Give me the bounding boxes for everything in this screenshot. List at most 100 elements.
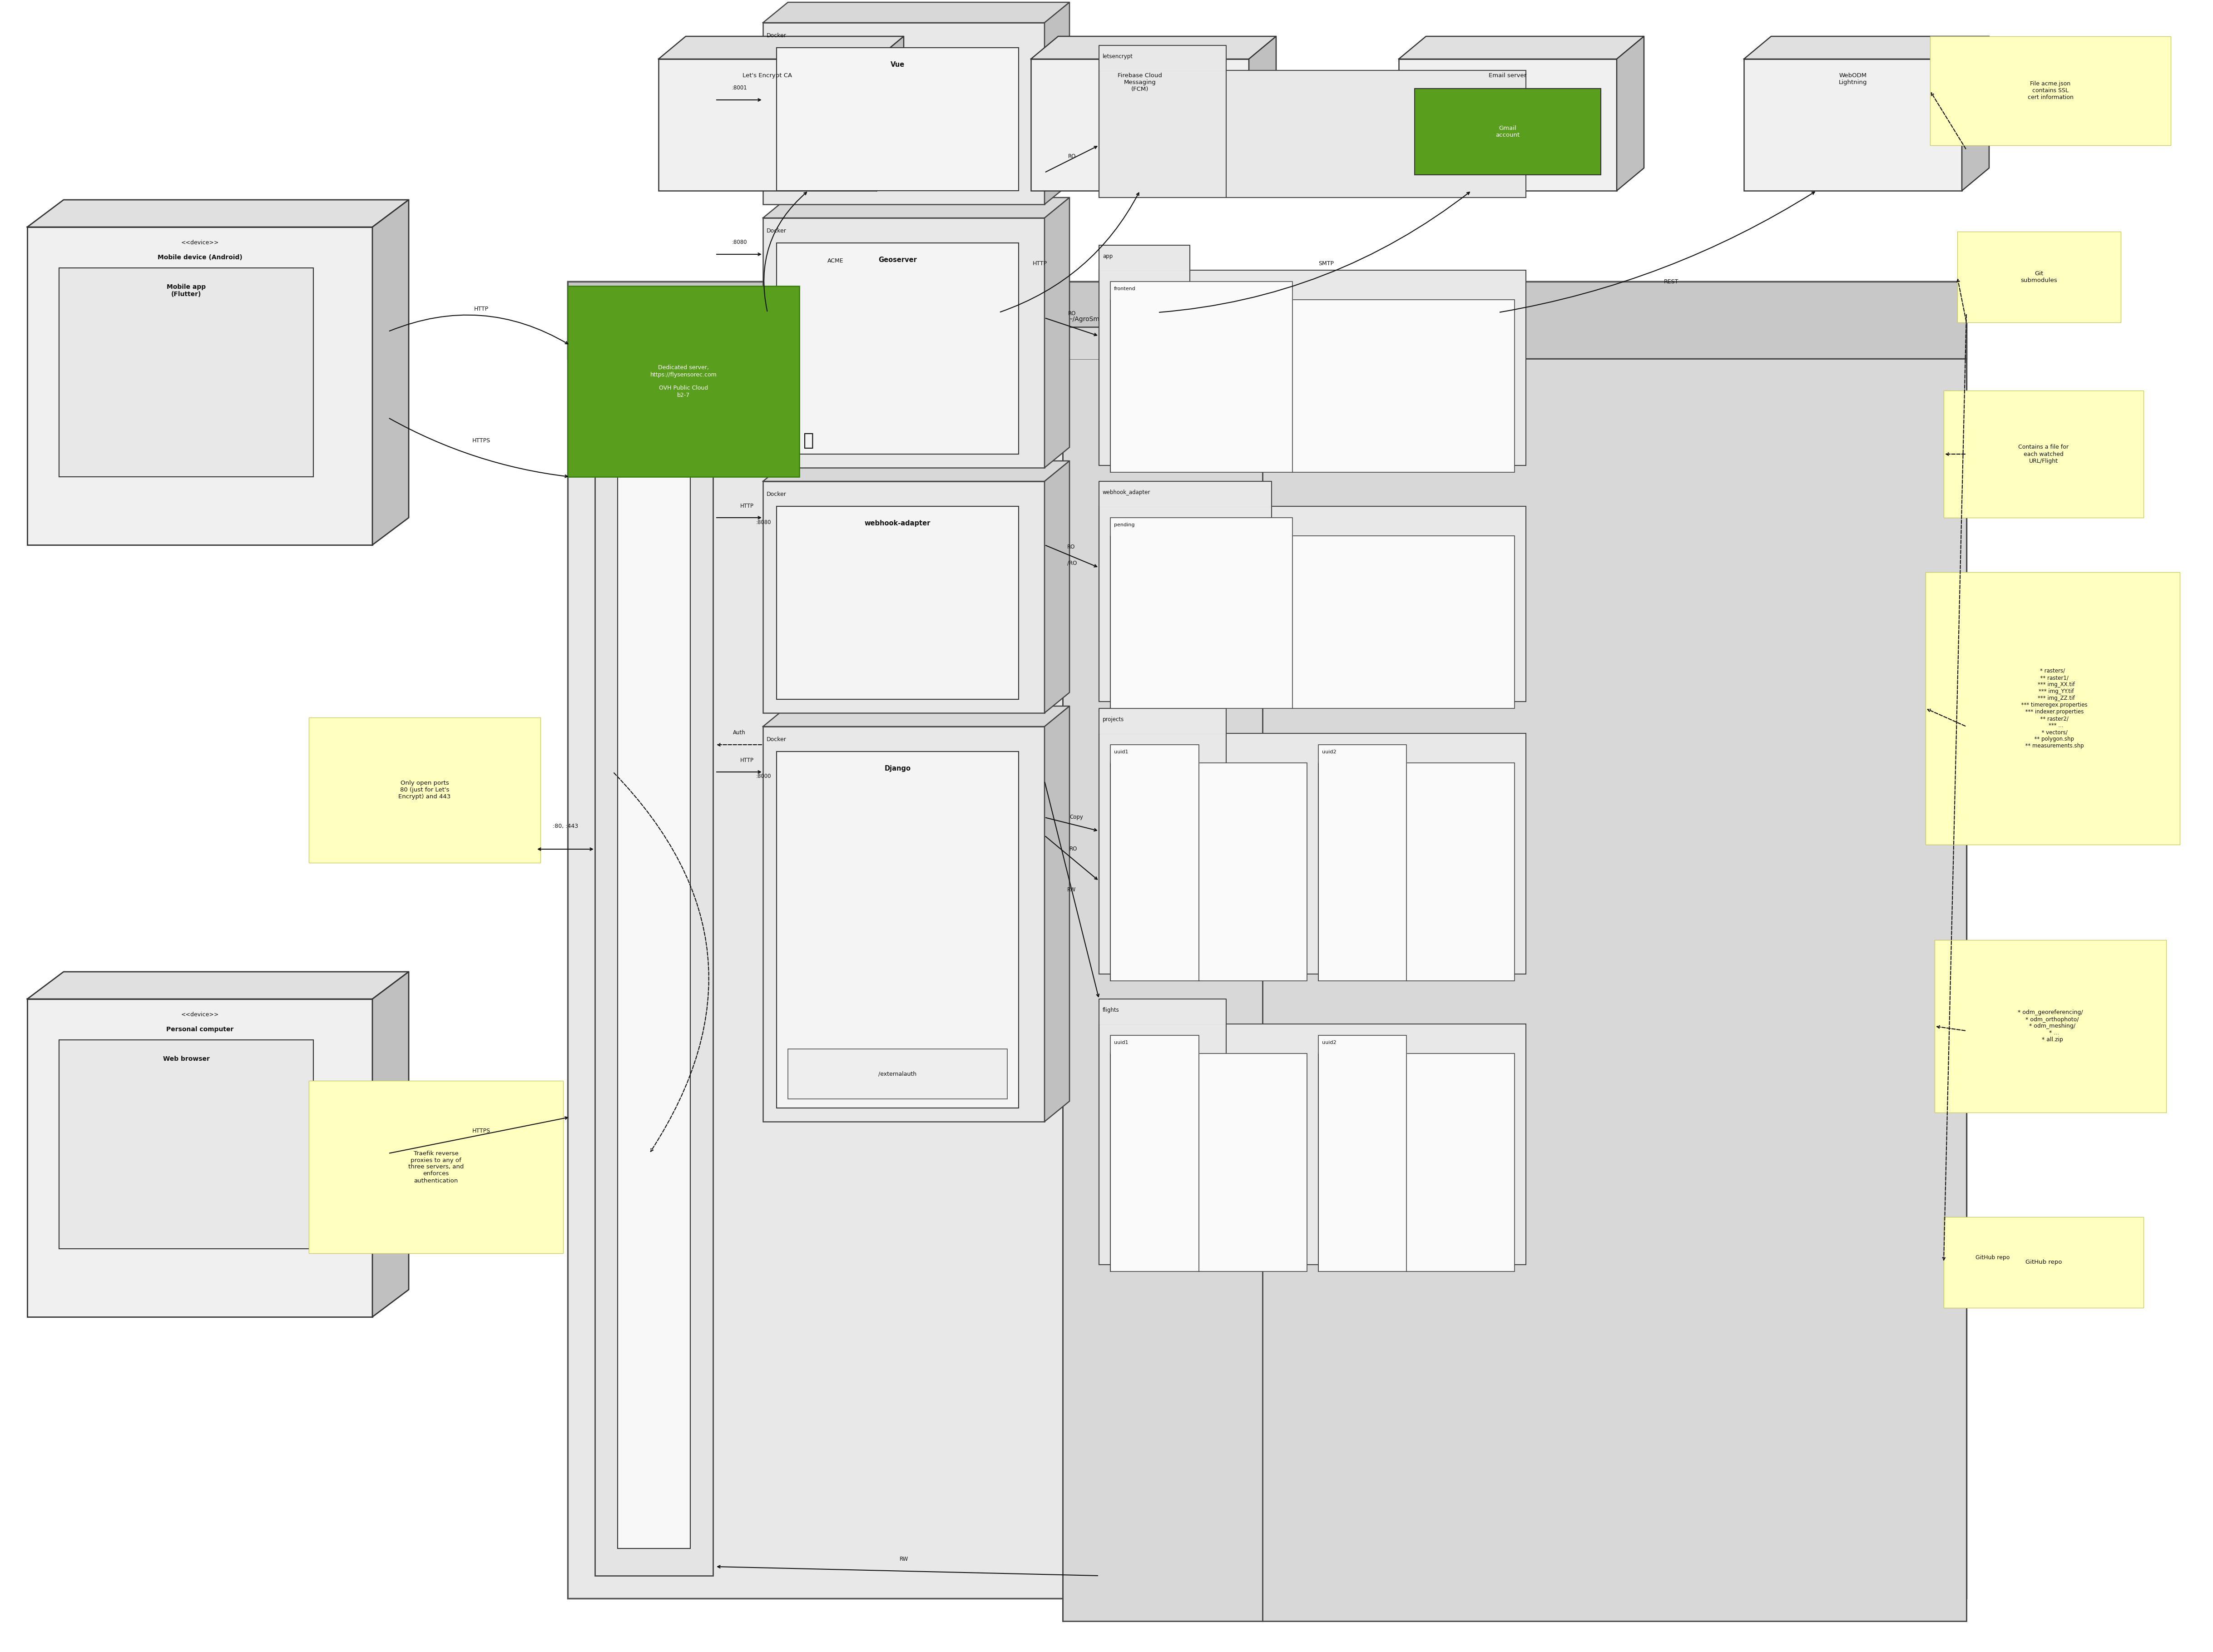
Text: Firebase Cloud
Messaging
(FCM): Firebase Cloud Messaging (FCM) xyxy=(1118,73,1162,93)
Text: RO: RO xyxy=(1069,154,1076,160)
Text: ACME: ACME xyxy=(828,258,843,264)
Text: HTTP: HTTP xyxy=(739,504,755,509)
Polygon shape xyxy=(1963,36,1989,190)
Bar xyxy=(1744,59,1963,190)
Text: Personal computer: Personal computer xyxy=(166,1026,235,1032)
Text: uuid1: uuid1 xyxy=(1113,750,1129,755)
Polygon shape xyxy=(1248,36,1277,190)
Text: HTTPS: HTTPS xyxy=(471,438,491,443)
Text: GitHub repo: GitHub repo xyxy=(2025,1259,2063,1265)
Polygon shape xyxy=(1618,36,1644,190)
Polygon shape xyxy=(876,36,903,190)
Polygon shape xyxy=(1100,709,1226,733)
Text: :8080: :8080 xyxy=(757,519,772,525)
Bar xyxy=(763,218,1045,468)
Text: HTTP: HTTP xyxy=(739,758,755,763)
Bar xyxy=(1956,231,2120,322)
Bar xyxy=(310,717,540,862)
Bar xyxy=(569,286,799,477)
Text: Dedicated server,
https://flysensorec.com

OVH Public Cloud
b2-7: Dedicated server, https://flysensorec.co… xyxy=(651,365,717,398)
Bar xyxy=(1100,733,1527,975)
Bar xyxy=(1111,1054,1306,1272)
Bar xyxy=(1062,358,1967,1621)
Bar xyxy=(60,268,314,477)
Text: Let's Encrypt CA: Let's Encrypt CA xyxy=(744,73,792,79)
Bar xyxy=(1319,1054,1514,1272)
Text: app: app xyxy=(1102,253,1113,259)
Text: Contains a file for
each watched
URL/Flight: Contains a file for each watched URL/Fli… xyxy=(2018,444,2069,464)
Polygon shape xyxy=(659,36,903,59)
Bar xyxy=(777,243,1018,454)
Bar xyxy=(1111,763,1306,981)
Polygon shape xyxy=(1399,36,1644,59)
Text: RW: RW xyxy=(1067,887,1076,894)
Text: :8001: :8001 xyxy=(733,84,748,91)
Text: <<device>>: <<device>> xyxy=(181,240,219,246)
Text: ~/AgroSmart: ~/AgroSmart xyxy=(1067,316,1109,322)
Text: Mobile device (Android): Mobile device (Android) xyxy=(157,254,241,261)
Bar xyxy=(1319,763,1514,981)
Text: * odm_georeferencing/
  * odm_orthophoto/
  * odm_meshing/
    * ...
  * all.zip: * odm_georeferencing/ * odm_orthophoto/ … xyxy=(2018,1009,2082,1042)
Text: HTTP: HTTP xyxy=(1033,261,1047,266)
Text: 🔒: 🔒 xyxy=(803,431,814,449)
Text: HTTP: HTTP xyxy=(474,306,489,312)
Text: flights: flights xyxy=(1102,1008,1120,1013)
Polygon shape xyxy=(1100,45,1226,71)
Text: Only open ports
80 (just for Let's
Encrypt) and 443: Only open ports 80 (just for Let's Encry… xyxy=(398,780,451,800)
Bar xyxy=(310,1080,562,1254)
Bar xyxy=(1925,572,2180,844)
Bar xyxy=(659,59,876,190)
Polygon shape xyxy=(763,198,1069,218)
Text: :80, :443: :80, :443 xyxy=(553,823,578,829)
Bar xyxy=(777,752,1018,1108)
Text: Vue: Vue xyxy=(890,61,905,68)
Polygon shape xyxy=(1100,999,1226,1024)
Bar xyxy=(27,226,372,545)
Text: Email server: Email server xyxy=(1489,73,1527,79)
Bar xyxy=(569,281,1967,358)
Text: RW: RW xyxy=(898,1556,907,1563)
Text: /externalauth: /externalauth xyxy=(879,1070,916,1077)
Text: webhook-adapter: webhook-adapter xyxy=(865,520,932,527)
Text: Traefik: Traefik xyxy=(644,372,664,378)
Text: GitHub repo: GitHub repo xyxy=(1976,1256,2009,1260)
Polygon shape xyxy=(763,461,1069,481)
Text: Copy: Copy xyxy=(1069,814,1082,821)
Polygon shape xyxy=(1111,281,1292,299)
Polygon shape xyxy=(763,2,1069,23)
Bar xyxy=(763,481,1045,714)
Bar xyxy=(763,727,1045,1122)
Text: * rasters/
  ** raster1/
    *** img_XX.tif
    *** img_YY.tif
    *** img_ZZ.ti: * rasters/ ** raster1/ *** img_XX.tif **… xyxy=(2018,667,2087,748)
Bar xyxy=(1100,271,1527,466)
Polygon shape xyxy=(372,971,409,1317)
Polygon shape xyxy=(1319,745,1407,763)
Text: Web browser: Web browser xyxy=(164,1056,210,1062)
Text: Git
submodules: Git submodules xyxy=(2020,271,2058,284)
Polygon shape xyxy=(1045,2,1069,205)
Text: Docker: Docker xyxy=(766,228,786,235)
Bar xyxy=(788,1049,1007,1099)
Polygon shape xyxy=(1031,36,1277,59)
Text: Gmail
account: Gmail account xyxy=(1496,126,1520,139)
Polygon shape xyxy=(1111,1036,1199,1054)
Polygon shape xyxy=(27,971,409,999)
Bar xyxy=(1111,299,1514,472)
Text: Docker: Docker xyxy=(644,316,664,322)
Bar xyxy=(777,506,1018,699)
Polygon shape xyxy=(1062,327,1261,358)
Text: Docker: Docker xyxy=(766,491,786,497)
Text: RO: RO xyxy=(1069,846,1078,852)
Text: Mobile app
(Flutter): Mobile app (Flutter) xyxy=(166,284,206,297)
Text: /RO: /RO xyxy=(1067,560,1078,567)
Bar xyxy=(60,1039,314,1249)
Bar xyxy=(595,327,713,1576)
Text: pending: pending xyxy=(1113,522,1135,527)
Text: WebODM
Lightning: WebODM Lightning xyxy=(1839,73,1868,86)
Text: Auth: Auth xyxy=(733,730,746,735)
Text: <<device>>: <<device>> xyxy=(181,1011,219,1018)
Polygon shape xyxy=(1744,36,1989,59)
Text: RO: RO xyxy=(1069,311,1076,316)
Polygon shape xyxy=(1100,244,1191,271)
Polygon shape xyxy=(1045,198,1069,468)
Bar xyxy=(1934,940,2167,1112)
